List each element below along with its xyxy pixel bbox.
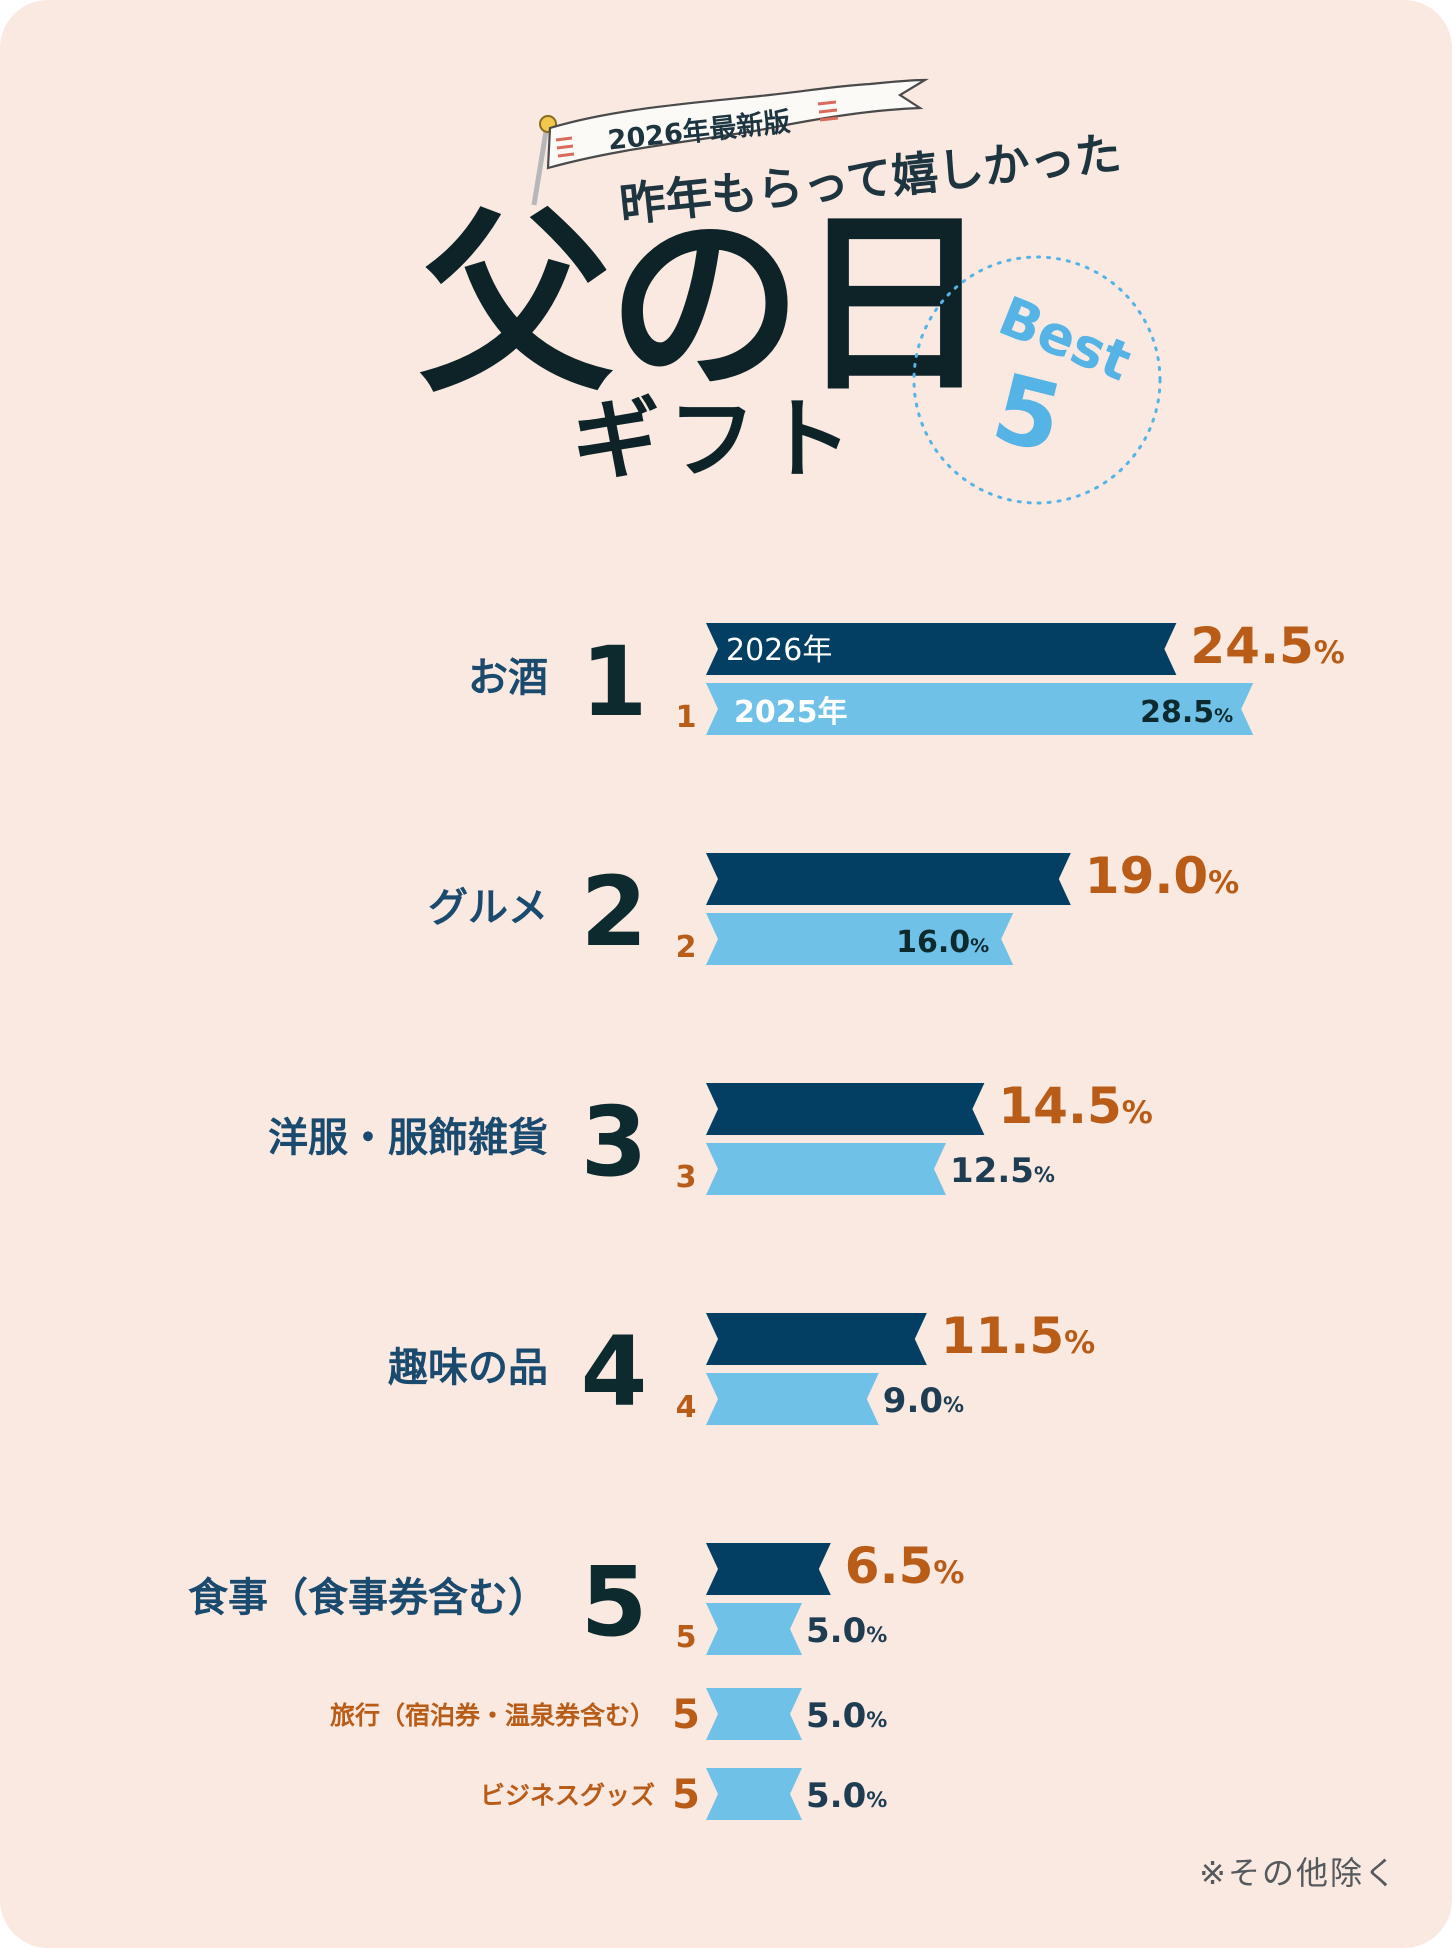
rank-2025-number: 3 [676,1160,697,1195]
bar-2025 [706,1768,802,1820]
value-label-2026: 14.5% [998,1077,1152,1135]
value-label-2026: 6.5% [845,1537,965,1595]
badge-number: 5 [983,354,1073,476]
rank-2026-number: 2 [581,856,648,968]
bar-2025 [706,1143,946,1195]
value-label-2025: 28.5% [1140,695,1233,730]
category-label: グルメ [428,885,548,931]
bar-2025 [706,1688,802,1740]
bar-2026 [706,1543,831,1595]
category-label: 洋服・服飾雑貨 [268,1115,548,1161]
flag-pole [531,124,550,206]
bar-2025 [706,913,1014,965]
category-label: 旅行（宿泊券・温泉券含む） [330,1701,655,1730]
rank-2026-number: 5 [581,1546,648,1658]
category-label: 趣味の品 [388,1345,548,1391]
bar-2026 [706,623,1177,675]
value-label-2025: 9.0% [883,1381,964,1421]
bar-chart: お酒 1 1 2026年 2025年 24.5% 28.5% グルメ 2 2 19.0% 16.0% 洋… [188,617,1345,1820]
page-title-sub: ギフト [572,388,860,491]
category-label: ビジネスグッズ [480,1781,655,1810]
rank-2025-number: 1 [676,700,697,735]
category-label: 食事（食事券含む） [188,1575,548,1621]
rank-2025-number: 5 [672,1692,700,1738]
rank-2025-number: 5 [676,1620,697,1655]
footnote: ※その他除く [1199,1854,1398,1892]
value-label-2026: 24.5% [1190,617,1344,675]
bar-2025 [706,1603,802,1655]
page-title: 父の日 [419,191,986,418]
bar-2025 [706,683,1254,735]
flag-stripes-right [817,100,839,122]
value-label-2026: 19.0% [1085,847,1239,905]
category-label: お酒 [468,655,548,701]
value-label-2025: 5.0% [806,1776,887,1816]
value-label-2025: 5.0% [806,1611,887,1651]
rank-2025-number: 4 [676,1390,697,1425]
legend-2026-label: 2026年 [726,633,832,668]
flag-stripes-left [555,136,575,158]
value-label-2025: 12.5% [950,1151,1055,1191]
rank-2025-number: 2 [676,930,697,965]
legend-2025-label: 2025年 [734,695,848,730]
bar-2025 [706,1373,879,1425]
rank-2026-number: 4 [581,1316,648,1428]
rank-2026-number: 1 [581,626,648,738]
value-label-2025: 16.0% [896,925,989,960]
bar-2026 [706,1313,927,1365]
dotted-circle [912,255,1162,505]
rank-2025-number: 5 [672,1772,700,1818]
value-label-2025: 5.0% [806,1696,887,1736]
value-label-2026: 11.5% [941,1307,1095,1365]
bar-2026 [706,1083,985,1135]
bar-2026 [706,853,1071,905]
rank-2026-number: 3 [581,1086,648,1198]
